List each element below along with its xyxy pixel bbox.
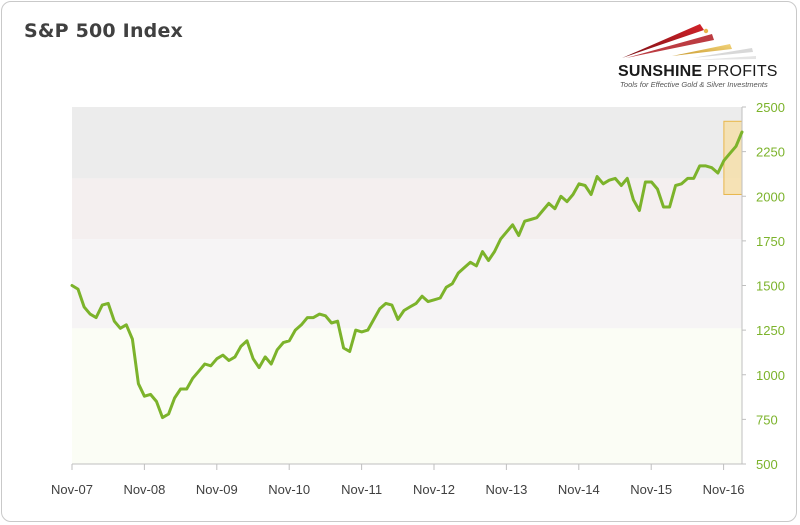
y-tick-label: 500 [756, 457, 778, 472]
logo-tagline: Tools for Effective Gold & Silver Invest… [620, 80, 768, 89]
y-tick-label: 1500 [756, 279, 785, 294]
background-band [72, 178, 742, 240]
background-bands [72, 107, 742, 464]
x-tick-label: Nov-12 [413, 482, 455, 497]
y-tick-label: 750 [756, 412, 778, 427]
x-axis-ticks: Nov-07 Nov-08 Nov-09 Nov-10 Nov-11 Nov-12 Nov-… [51, 464, 745, 497]
y-tick-label: 2500 [756, 100, 785, 115]
background-band [72, 328, 742, 464]
y-tick-label: 2000 [756, 189, 785, 204]
chart-title: S&P 500 Index [24, 20, 184, 42]
x-tick-label: Nov-13 [485, 482, 527, 497]
x-tick-label: Nov-08 [123, 482, 165, 497]
background-band [72, 239, 742, 329]
x-tick-label: Nov-09 [196, 482, 238, 497]
x-tick-label: Nov-15 [630, 482, 672, 497]
y-tick-label: 1750 [756, 234, 785, 249]
x-tick-label: Nov-10 [268, 482, 310, 497]
y-tick-label: 2250 [756, 145, 785, 160]
background-band [72, 107, 742, 179]
x-tick-label: Nov-07 [51, 482, 93, 497]
sp500-series-line [70, 130, 744, 420]
x-tick-label: Nov-14 [558, 482, 600, 497]
y-tick-label: 1250 [756, 323, 785, 338]
y-tick-label: 1000 [756, 368, 785, 383]
logo-wordmark: SUNSHINE PROFITS [618, 63, 778, 80]
x-tick-label: Nov-16 [703, 482, 745, 497]
y-axis-ticks: 500 750 1000 1250 1500 1750 2000 2250 2500 [742, 100, 785, 472]
x-tick-label: Nov-11 [341, 482, 382, 497]
sunshine-profits-logo-icon [622, 24, 756, 60]
